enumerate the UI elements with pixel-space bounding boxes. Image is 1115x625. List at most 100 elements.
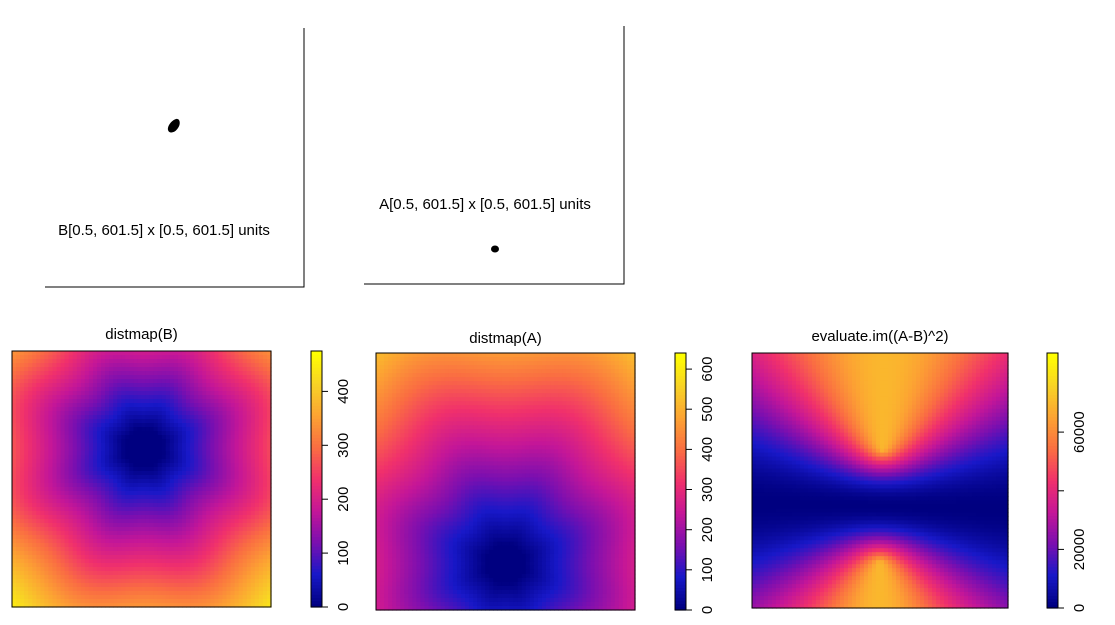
- heatmap-cell: [246, 599, 252, 604]
- heatmap-cell: [436, 357, 442, 362]
- heatmap-cell: [145, 531, 151, 536]
- heatmap-cell: [56, 383, 62, 388]
- heatmap-cell: [194, 395, 199, 400]
- heatmap-cell: [40, 483, 45, 488]
- heatmap-cell: [153, 511, 159, 516]
- heatmap-cell: [190, 419, 195, 424]
- heatmap-cell: [28, 351, 33, 356]
- heatmap-cell: [16, 391, 21, 396]
- heatmap-cell: [113, 555, 118, 560]
- heatmap-cell: [230, 591, 236, 596]
- heatmap-cell: [28, 375, 33, 380]
- heatmap-cell: [36, 483, 41, 488]
- heatmap-cell: [614, 353, 620, 358]
- heatmap-cell: [428, 373, 434, 378]
- heatmap-cell: [525, 373, 531, 378]
- heatmap-cell: [246, 519, 252, 524]
- heatmap-cell: [92, 499, 98, 504]
- heatmap-cell: [44, 563, 50, 568]
- heatmap-cell: [181, 359, 187, 364]
- heatmap-cell: [88, 603, 94, 608]
- heatmap-cell: [96, 391, 102, 396]
- heatmap-cell: [88, 423, 94, 428]
- heatmap-cell: [262, 503, 268, 508]
- heatmap-cell: [489, 369, 494, 374]
- heatmap-cell: [12, 403, 17, 408]
- heatmap-cell: [52, 455, 58, 460]
- heatmap-cell: [137, 483, 143, 488]
- heatmap-cell: [254, 411, 260, 416]
- heatmap-cell: [218, 499, 224, 504]
- heatmap-cell: [161, 403, 167, 408]
- heatmap-cell: [262, 519, 268, 524]
- heatmap-cell: [222, 599, 228, 604]
- heatmap-cell: [226, 475, 232, 480]
- heatmap-cell: [72, 355, 78, 360]
- heatmap-cell: [56, 567, 62, 572]
- heatmap-cell: [493, 389, 499, 394]
- heatmap-cell: [96, 587, 102, 592]
- colorbar-segment: [311, 568, 322, 573]
- heatmap-cell: [24, 499, 29, 504]
- heatmap-cell: [169, 351, 175, 356]
- heatmap-cell: [173, 483, 179, 488]
- heatmap-cell: [68, 547, 74, 552]
- heatmap-cell: [554, 369, 559, 374]
- heatmap-cell: [157, 515, 163, 520]
- heatmap-cell: [465, 373, 470, 378]
- heatmap-cell: [529, 361, 535, 366]
- heatmap-cell: [214, 499, 219, 504]
- heatmap-cell: [234, 507, 240, 512]
- heatmap-cell: [68, 459, 74, 464]
- heatmap-cell: [113, 531, 118, 536]
- heatmap-cell: [12, 591, 17, 596]
- heatmap-cell: [64, 391, 70, 396]
- heatmap-cell: [44, 439, 50, 444]
- heatmap-cell: [60, 551, 66, 556]
- heatmap-cell: [133, 519, 139, 524]
- heatmap-cell: [218, 495, 224, 500]
- heatmap-cell: [145, 439, 151, 444]
- heatmap-cell: [92, 535, 98, 540]
- heatmap-cell: [186, 471, 191, 476]
- heatmap-cell: [517, 353, 523, 358]
- heatmap-cell: [250, 531, 256, 536]
- heatmap-cell: [440, 389, 446, 394]
- heatmap-cell: [12, 551, 17, 556]
- heatmap-cell: [129, 415, 135, 420]
- heatmap-cell: [169, 587, 175, 592]
- heatmap-cell: [165, 563, 171, 568]
- heatmap-cell: [210, 479, 215, 484]
- heatmap-cell: [137, 507, 143, 512]
- heatmap-cell: [242, 363, 248, 368]
- heatmap-cell: [202, 491, 207, 496]
- heatmap-cell: [194, 519, 199, 524]
- heatmap-cell: [234, 551, 240, 556]
- heatmap-cell: [258, 515, 264, 520]
- heatmap-cell: [44, 539, 50, 544]
- heatmap-cell: [222, 407, 228, 412]
- heatmap-cell: [210, 471, 215, 476]
- heatmap-cell: [101, 483, 106, 488]
- heatmap-cell: [32, 483, 37, 488]
- heatmap-cell: [404, 401, 409, 406]
- heatmap-cell: [137, 395, 143, 400]
- heatmap-cell: [412, 385, 418, 390]
- heatmap-cell: [562, 377, 567, 382]
- heatmap-cell: [64, 579, 70, 584]
- heatmap-cell: [606, 381, 612, 386]
- heatmap-cell: [206, 591, 211, 596]
- heatmap-cell: [497, 361, 503, 366]
- heatmap-cell: [24, 391, 29, 396]
- heatmap-cell: [630, 397, 636, 402]
- heatmap-cell: [101, 563, 106, 568]
- heatmap-cell: [12, 431, 17, 436]
- heatmap-cell: [149, 495, 155, 500]
- heatmap-cell: [84, 447, 90, 452]
- heatmap-cell: [153, 455, 159, 460]
- heatmap-cell: [554, 361, 559, 366]
- heatmap-cell: [24, 587, 29, 592]
- heatmap-cell: [24, 407, 29, 412]
- heatmap-cell: [56, 439, 62, 444]
- heatmap-cell: [238, 579, 244, 584]
